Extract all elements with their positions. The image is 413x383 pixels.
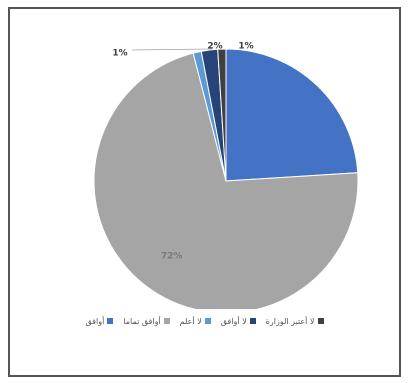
legend-swatch — [107, 318, 114, 324]
legend-label: أوافق — [85, 316, 105, 326]
data-label-1: 72% — [161, 251, 183, 261]
data-label-4: 1% — [238, 42, 253, 52]
legend-label: لا أعتبر الوزارة — [265, 316, 315, 326]
pie-chart: 72% 1% 2% 1% — [93, 42, 359, 309]
legend-swatch — [317, 318, 324, 324]
data-label-2: 1% — [112, 49, 127, 59]
legend-item: لا أعتبر الوزارة — [266, 317, 324, 326]
leader-lines — [131, 48, 213, 51]
legend-swatch — [163, 318, 170, 324]
legend-item: لا أعلم — [180, 317, 211, 326]
legend-item: لا أوافق — [221, 317, 256, 326]
chart-legend: لا أعتبر الوزارة لا أوافق لا أعلم أوافق تما… — [10, 311, 399, 331]
legend-swatch — [204, 318, 211, 324]
legend-item: أوافق — [86, 317, 114, 326]
chart-frame: 72% 1% 2% 1% لا أعتبر الوزارة لا أوافق لا أعل… — [8, 7, 401, 377]
legend-swatch — [249, 318, 256, 324]
pie-slices — [93, 48, 359, 309]
pie-slice-0 — [225, 48, 359, 182]
legend-item: أوافق تماما — [123, 316, 170, 326]
pie-data-labels: 72% 1% 2% 1% — [112, 42, 253, 262]
pie-slice-1 — [93, 52, 359, 309]
legend-label: لا أوافق — [220, 316, 247, 326]
legend-label: لا أعلم — [179, 316, 202, 326]
pie-slice-4 — [217, 48, 227, 182]
legend-label: أوافق تماما — [123, 316, 161, 326]
leader-line — [131, 48, 213, 51]
data-label-3: 2% — [207, 42, 222, 52]
